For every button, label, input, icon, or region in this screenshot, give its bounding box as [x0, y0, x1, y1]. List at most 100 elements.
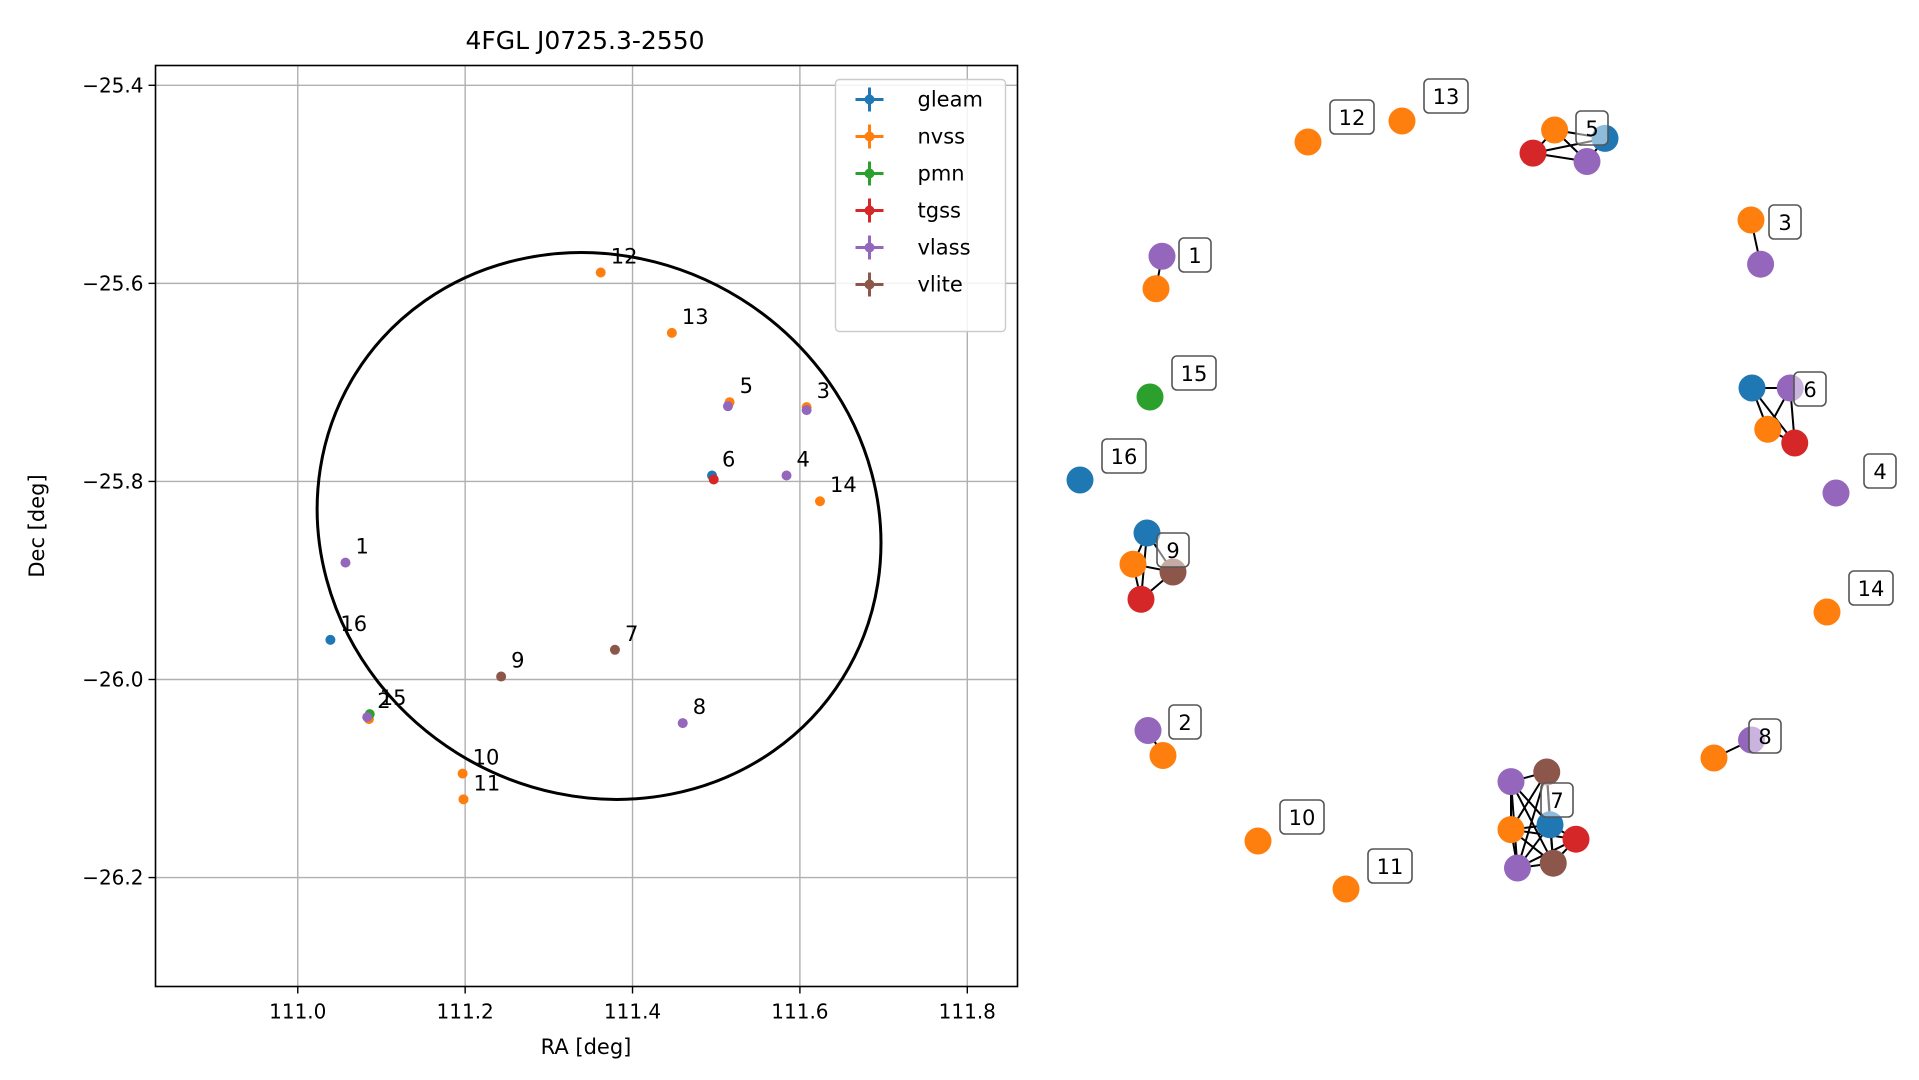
- vlite-point: [609, 644, 620, 655]
- legend-swatch: [864, 168, 875, 179]
- network-label: 11: [1377, 855, 1404, 879]
- network-group-6: 6: [1738, 371, 1827, 457]
- nvss-point: [814, 496, 825, 507]
- uncertainty-ellipse-layer: [315, 251, 883, 801]
- network-node-vlass: [1504, 854, 1531, 882]
- network-label: 16: [1111, 445, 1138, 469]
- y-tick-label: −26.2: [82, 866, 143, 890]
- network-node-pmn: [1136, 383, 1164, 411]
- network-node-nvss: [1700, 744, 1728, 772]
- network-label: 4: [1873, 460, 1886, 484]
- ticks-layer: 111.0 111.2 111.4 111.6 111.8 −25.4 −25.6 −25.8…: [82, 73, 996, 1023]
- x-tick-label: 111.8: [939, 1000, 996, 1024]
- network-label-box: [1171, 355, 1217, 391]
- network-group-12: 12: [1294, 99, 1375, 156]
- network-node-vlass: [1747, 250, 1775, 278]
- network-node-nvss: [1244, 827, 1272, 855]
- x-tick-label: 111.2: [437, 1000, 494, 1024]
- vlass-point: [722, 401, 733, 412]
- network-group-14: 14: [1813, 570, 1894, 626]
- grid: [155, 65, 1018, 987]
- network-group-8: 8: [1700, 718, 1782, 772]
- network-label: 1: [1188, 244, 1201, 268]
- network-label: 3: [1778, 211, 1791, 235]
- network-label: 12: [1339, 106, 1366, 130]
- network-node-tgss: [1781, 429, 1809, 457]
- y-tick-label: −25.6: [82, 271, 143, 295]
- network-node-nvss: [1541, 116, 1569, 144]
- scatter-panel: 4FGL J0725.3-2550 1234567891011121314151…: [25, 26, 1019, 1059]
- network-group-3: 3: [1737, 204, 1802, 278]
- network-label-box: [1540, 782, 1574, 818]
- network-node-tgss: [1562, 825, 1590, 853]
- network-node-nvss: [1813, 598, 1841, 626]
- plot-frame: [154, 64, 1019, 988]
- point-label: 11: [473, 771, 500, 795]
- network-group-4: 4: [1822, 453, 1897, 507]
- network-group-1: 1: [1142, 237, 1212, 303]
- network-node-vlite: [1539, 849, 1567, 877]
- network-label-box: [1768, 204, 1802, 240]
- network-group-15: 15: [1136, 355, 1217, 411]
- x-tick-label: 111.0: [269, 1000, 326, 1024]
- network-group-11: 11: [1332, 848, 1413, 903]
- legend-swatch: [864, 205, 875, 216]
- y-axis-label: Dec [deg]: [25, 474, 49, 577]
- legend-swatch: [864, 94, 875, 105]
- legend-entry-pmn: pmn: [855, 161, 965, 186]
- point-label: 7: [625, 622, 638, 646]
- legend-label: gleam: [918, 88, 983, 112]
- network-group-5: 5: [1519, 110, 1619, 175]
- legend-entry-tgss: tgss: [855, 198, 961, 223]
- x-tick-label: 111.4: [604, 1000, 661, 1024]
- network-label-box: [1793, 371, 1827, 407]
- network-group-10: 10: [1244, 799, 1325, 855]
- point-label: 13: [682, 305, 709, 329]
- network-label-box: [1863, 453, 1897, 489]
- legend-label: nvss: [918, 125, 966, 149]
- network-node-vlass: [1822, 479, 1850, 507]
- legend-swatch: [864, 131, 875, 142]
- network-label: 8: [1758, 725, 1771, 749]
- network-node-gleam: [1536, 811, 1564, 839]
- vlass-point: [781, 470, 792, 481]
- tgss-point: [708, 474, 719, 485]
- point-label: 3: [817, 379, 830, 403]
- network-label: 15: [1181, 362, 1208, 386]
- legend-box: [834, 78, 1007, 333]
- network-group-9: 9: [1119, 519, 1190, 613]
- network-node-nvss: [1332, 875, 1360, 903]
- x-tick-label: 111.6: [771, 1000, 828, 1024]
- network-label-box: [1178, 237, 1212, 273]
- network-node-tgss: [1127, 585, 1155, 613]
- network-label: 2: [1178, 711, 1191, 735]
- network-label: 14: [1858, 577, 1885, 601]
- legend-swatch: [864, 279, 875, 290]
- network-label-box: [1101, 438, 1147, 474]
- network-label: 6: [1803, 378, 1816, 402]
- network-node-nvss: [1737, 206, 1765, 234]
- network-label-box: [1423, 78, 1469, 114]
- legend-entry-gleam: gleam: [855, 87, 983, 112]
- network-node-gleam: [1066, 466, 1094, 494]
- network-node-nvss: [1142, 275, 1170, 303]
- network-node-vlass: [1148, 242, 1176, 270]
- network-group-7: 7: [1497, 758, 1590, 882]
- network-node-nvss: [1754, 415, 1782, 443]
- network-label: 5: [1585, 117, 1598, 141]
- vlass-point: [801, 405, 812, 416]
- network-node-gleam: [1738, 374, 1766, 402]
- network-label: 7: [1550, 789, 1563, 813]
- point-label: 6: [722, 447, 735, 471]
- point-label: 10: [473, 746, 500, 770]
- legend-label: pmn: [918, 162, 965, 186]
- vlass-point: [677, 718, 688, 729]
- network-node-nvss: [1119, 550, 1147, 578]
- network-label-box: [1279, 799, 1325, 835]
- vlass-point: [362, 712, 373, 723]
- network-label-box: [1329, 99, 1375, 135]
- x-axis-label: RA [deg]: [541, 1035, 632, 1059]
- network-node-vlass: [1573, 148, 1601, 175]
